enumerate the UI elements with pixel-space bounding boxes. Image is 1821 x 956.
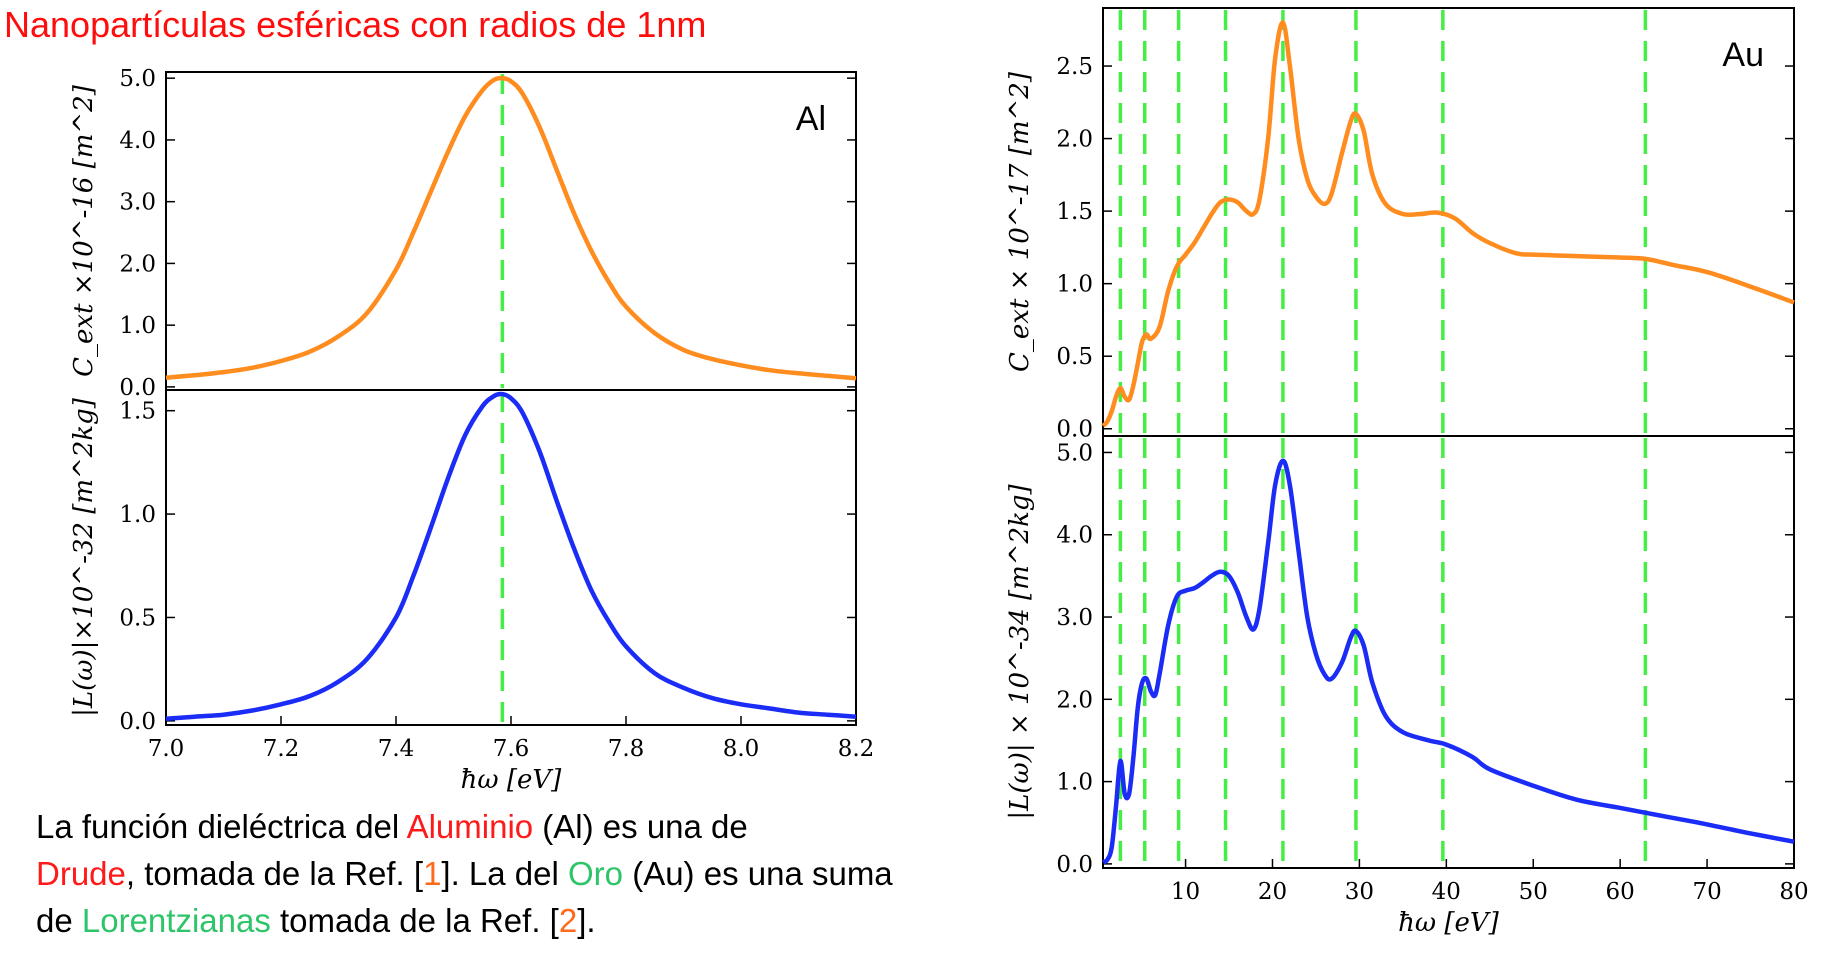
caption-aluminio: Aluminio: [406, 808, 534, 845]
al-bottom-frame: [165, 389, 857, 726]
al-bottom-xlabel: ħω [eV]: [461, 765, 563, 795]
al-bottom-ylabel: |L(ω)|×10^-32 [m^2kg]: [69, 397, 99, 717]
al-bottom-ytick-label: 1.0: [119, 502, 156, 528]
al-top-panel-label: Al: [796, 100, 826, 138]
al-bottom-xtick-label: 7.8: [608, 736, 645, 762]
al-bottom-xtick-label: 8.0: [723, 736, 760, 762]
al-bottom-ytick-label: 1.5: [119, 399, 156, 425]
al-bottom-xtick-label: 8.2: [838, 736, 875, 762]
al-top-ytick-label: 3.0: [119, 190, 156, 216]
al-bottom-ytick-label: 0.0: [119, 709, 156, 735]
au-top-ylabel: C_ext × 10^-17 [m^2]: [1005, 71, 1035, 372]
caption-lorentzianas: Lorentzianas: [81, 902, 271, 939]
au-top-ytick-label: 0.0: [1056, 417, 1093, 443]
caption-text: ]. La del: [441, 855, 569, 892]
au-bottom-xtick-label: 50: [1519, 879, 1548, 905]
caption-text: ].: [577, 902, 596, 939]
au-bottom-xtick-label: 60: [1606, 879, 1635, 905]
au-bottom-ytick-label: 0.0: [1056, 852, 1093, 878]
au-bottom-xtick-label: 20: [1258, 879, 1287, 905]
caption-text: tomada de la Ref. [: [270, 902, 559, 939]
al-top-ytick-label: 1.0: [119, 313, 156, 339]
al-top-series-line: [165, 75, 857, 381]
au-bottom-xtick-label: 80: [1779, 879, 1808, 905]
al-top-ytick-label: 0.0: [119, 375, 156, 401]
page-title: Nanopartículas esféricas con radios de 1…: [4, 4, 707, 45]
caption: La función dieléctrica del Aluminio (Al)…: [36, 803, 926, 944]
al-bottom-ytick-label: 0.5: [119, 605, 156, 631]
au-bottom-frame: [1102, 435, 1795, 869]
al-bottom-xtick-label: 7.6: [493, 736, 530, 762]
al-bottom-xtick-label: 7.4: [378, 736, 415, 762]
al-bottom-xtick-label: 7.0: [148, 736, 185, 762]
au-bottom-ylabel: |L(ω)| × 10^-34 [m^2kg]: [1005, 484, 1035, 820]
caption-ref-2[interactable]: 2: [558, 902, 578, 939]
au-top-ytick-label: 0.5: [1056, 344, 1093, 370]
au-bottom-series-line: [1101, 458, 1795, 865]
au-top-panel-label: Au: [1722, 36, 1764, 74]
al-top-ytick-label: 5.0: [119, 66, 156, 92]
au-top-ytick-label: 2.0: [1056, 127, 1093, 153]
au-bottom-ytick-label: 5.0: [1056, 440, 1093, 466]
caption-text: , tomada de la Ref. [: [125, 855, 424, 892]
au-bottom-ytick-label: 4.0: [1056, 523, 1093, 549]
al-top-ylabel: C_ext ×10^-16 [m^2]: [69, 84, 99, 377]
caption-text: (Au) es una suma de: [36, 855, 893, 939]
au-top-ytick-label: 1.5: [1056, 199, 1093, 225]
caption-text: La función dieléctrica del: [36, 808, 407, 845]
au-bottom-ytick-label: 3.0: [1056, 605, 1093, 631]
caption-drude: Drude: [36, 855, 126, 892]
al-top-ytick-label: 4.0: [119, 128, 156, 154]
au-bottom-ytick-label: 1.0: [1056, 770, 1093, 796]
au-bottom-ytick-label: 2.0: [1056, 687, 1093, 713]
al-top-ytick-label: 2.0: [119, 251, 156, 277]
au-bottom-xlabel: ħω [eV]: [1398, 908, 1500, 938]
al-bottom-series-line: [165, 391, 857, 722]
au-top-ytick-label: 2.5: [1056, 54, 1093, 80]
au-top-ytick-label: 1.0: [1056, 272, 1093, 298]
au-bottom-xtick-label: 40: [1432, 879, 1461, 905]
au-bottom-xtick-label: 70: [1692, 879, 1721, 905]
al-top-frame: [165, 71, 857, 391]
caption-oro: Oro: [568, 855, 624, 892]
au-bottom-xtick-label: 30: [1345, 879, 1374, 905]
au-bottom-xtick-label: 10: [1171, 879, 1200, 905]
al-bottom-xtick-label: 7.2: [263, 736, 300, 762]
caption-ref-1[interactable]: 1: [423, 855, 442, 892]
au-top-series-line: [1101, 20, 1795, 428]
caption-text: (Al) es una de: [533, 808, 748, 845]
